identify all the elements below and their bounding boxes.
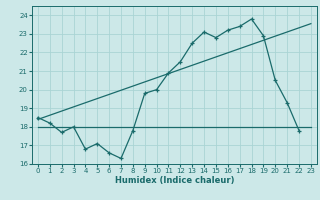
X-axis label: Humidex (Indice chaleur): Humidex (Indice chaleur) — [115, 176, 234, 185]
